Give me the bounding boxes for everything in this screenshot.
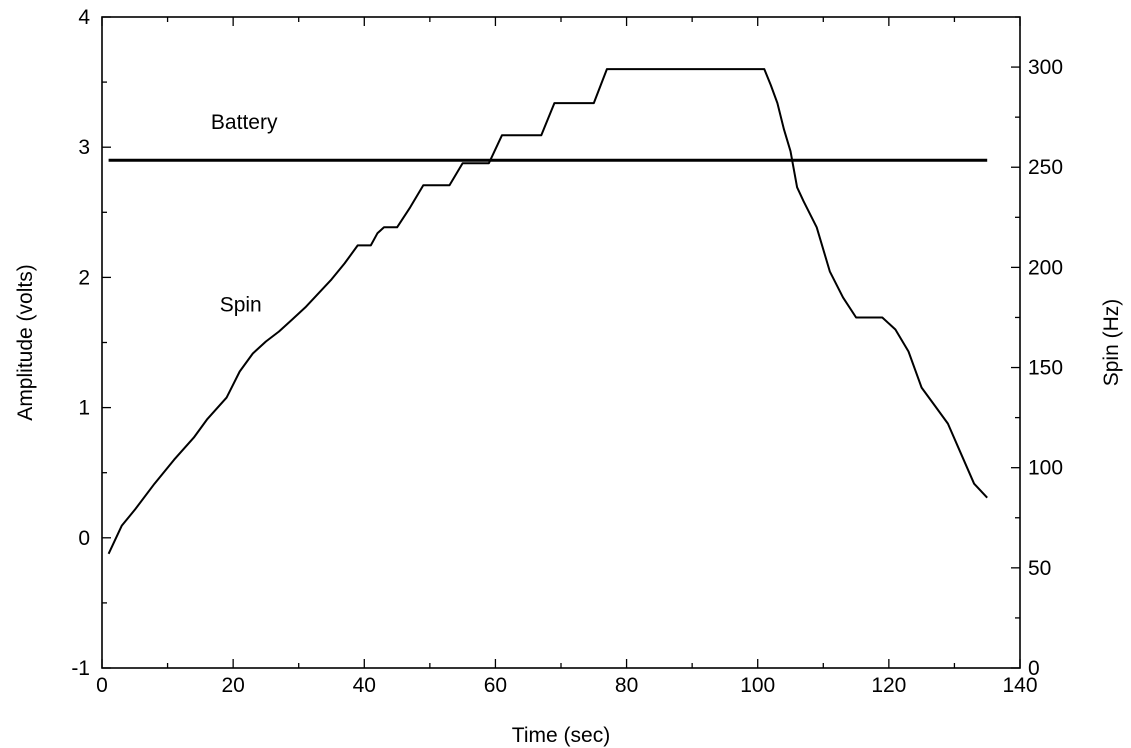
spin-annotation: Spin — [220, 293, 262, 316]
y-tick-label: 2 — [78, 266, 90, 289]
battery-annotation: Battery — [211, 111, 278, 134]
y-axis-title: Amplitude (volts) — [14, 264, 37, 420]
x-tick-label: 100 — [740, 674, 775, 697]
ticks-layer — [101, 16, 1021, 669]
series-line-spin — [107, 68, 988, 555]
y2-axis-title: Spin (Hz) — [1100, 299, 1123, 387]
x-tick-label: 60 — [484, 674, 507, 697]
series-layer — [107, 68, 988, 555]
y2-tick-label: 50 — [1028, 557, 1051, 580]
y2-tick-label: 0 — [1028, 657, 1040, 680]
y-tick-label: 4 — [78, 6, 90, 29]
y2-tick-label: 250 — [1028, 156, 1063, 179]
y2-tick-label: 300 — [1028, 56, 1063, 79]
x-tick-label: 20 — [221, 674, 244, 697]
y-tick-label: 1 — [78, 397, 90, 420]
y2-tick-label: 200 — [1028, 256, 1063, 279]
x-axis-title: Time (sec) — [512, 724, 610, 747]
y2-tick-label: 150 — [1028, 357, 1063, 380]
labels-layer: 0 20 40 60 80 100 120 140-101234050100150200250… — [71, 6, 1063, 697]
y2-tick-label: 100 — [1028, 457, 1063, 480]
y-tick-label: 3 — [78, 136, 90, 159]
x-tick-label: 0 — [96, 674, 108, 697]
x-tick-label: 40 — [353, 674, 376, 697]
x-tick-label: 140 — [1002, 674, 1037, 697]
x-tick-label: 80 — [615, 674, 638, 697]
y-tick-label: -1 — [71, 657, 90, 680]
plot-frame — [101, 16, 1021, 669]
y-tick-label: 0 — [78, 527, 90, 550]
x-tick-label: 120 — [871, 674, 906, 697]
